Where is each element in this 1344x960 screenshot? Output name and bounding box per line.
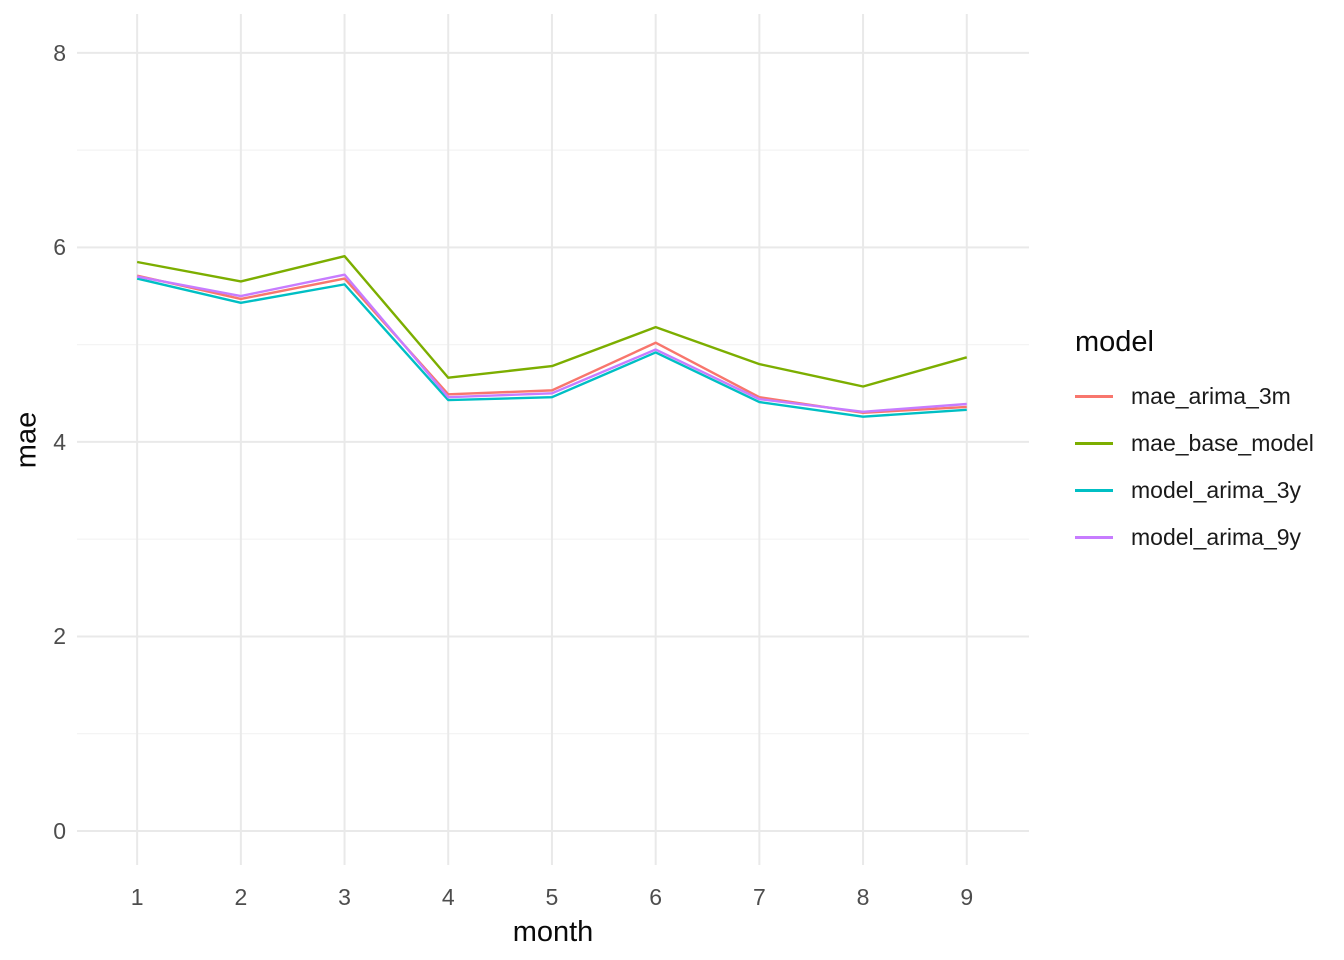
x-tick-label-2: 2 bbox=[234, 884, 248, 910]
legend-entry-model_arima_9y: model_arima_9y bbox=[1075, 514, 1314, 561]
legend-key-line-mae_arima_3m bbox=[1075, 395, 1113, 398]
legend: model mae_arima_3m mae_base_model model_ar… bbox=[1075, 325, 1314, 561]
x-tick-label-5: 5 bbox=[545, 884, 559, 910]
x-tick-label-8: 8 bbox=[856, 884, 870, 910]
line-mae_base_model bbox=[136, 254, 968, 388]
legend-entry-mae_base_model: mae_base_model bbox=[1075, 420, 1314, 467]
legend-label: mae_arima_3m bbox=[1131, 383, 1291, 409]
legend-entry-mae_arima_3m: mae_arima_3m bbox=[1075, 373, 1314, 420]
legend-key-line-mae_base_model bbox=[1075, 442, 1113, 445]
y-tick-label-6: 6 bbox=[53, 234, 66, 261]
x-tick-label-7: 7 bbox=[752, 884, 766, 910]
legend-label: model_arima_9y bbox=[1131, 524, 1302, 550]
y-axis-title: mae bbox=[10, 411, 43, 469]
legend-key-line-model_arima_3y bbox=[1075, 489, 1113, 492]
line-model_arima_3y bbox=[136, 277, 967, 418]
x-tick-label-4: 4 bbox=[441, 884, 455, 910]
legend-key-line-model_arima_9y bbox=[1075, 536, 1113, 539]
y-tick-label-0: 0 bbox=[53, 817, 66, 844]
y-tick-label-8: 8 bbox=[53, 39, 66, 66]
legend-label: mae_base_model bbox=[1131, 430, 1314, 456]
x-tick-label-3: 3 bbox=[338, 884, 351, 910]
line-model_arima_9y bbox=[136, 273, 967, 413]
legend-items: mae_arima_3m mae_base_model model_arima_3y… bbox=[1075, 373, 1314, 561]
y-tick-label-4: 4 bbox=[53, 428, 66, 455]
y-tick-label-2: 2 bbox=[53, 623, 66, 650]
legend-title: model bbox=[1075, 326, 1154, 358]
x-tick-label-1: 1 bbox=[130, 884, 144, 910]
x-tick-label-6: 6 bbox=[649, 884, 663, 910]
legend-label: model_arima_3y bbox=[1131, 477, 1302, 503]
x-tick-label-9: 9 bbox=[960, 884, 974, 910]
legend-entry-model_arima_3y: model_arima_3y bbox=[1075, 467, 1314, 514]
x-axis-title: month bbox=[512, 916, 594, 948]
